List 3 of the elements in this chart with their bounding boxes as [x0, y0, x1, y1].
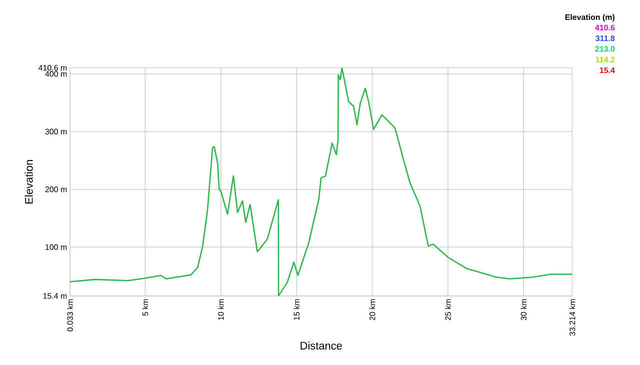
y-axis-title: Elevation [24, 160, 33, 204]
x-axis-title: Distance [300, 342, 342, 350]
line-series [70, 68, 572, 296]
